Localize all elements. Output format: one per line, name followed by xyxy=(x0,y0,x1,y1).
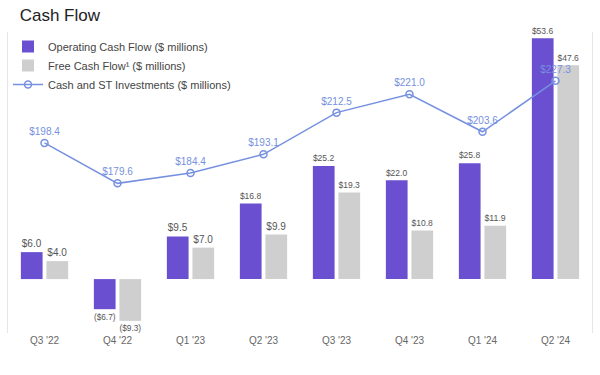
svg-text:$203.6: $203.6 xyxy=(467,115,498,126)
svg-text:$193.1: $193.1 xyxy=(248,137,279,148)
svg-text:Q3 '22: Q3 '22 xyxy=(30,335,60,346)
svg-text:Q4 '22: Q4 '22 xyxy=(103,335,133,346)
svg-text:Q2 '23: Q2 '23 xyxy=(249,335,279,346)
svg-text:$11.9: $11.9 xyxy=(484,213,505,223)
svg-text:$221.0: $221.0 xyxy=(394,77,425,88)
svg-text:$9.9: $9.9 xyxy=(266,221,286,232)
svg-text:($6.7): ($6.7) xyxy=(94,312,116,322)
svg-text:$19.3: $19.3 xyxy=(338,180,360,190)
svg-text:$212.5: $212.5 xyxy=(321,96,352,107)
svg-text:Q1 '24: Q1 '24 xyxy=(468,335,498,346)
svg-text:Operating Cash Flow ($ million: Operating Cash Flow ($ millions) xyxy=(48,41,208,53)
svg-text:$227.3: $227.3 xyxy=(540,64,571,75)
svg-text:$47.6: $47.6 xyxy=(557,53,579,63)
svg-text:Free Cash Flow¹ ($ millions): Free Cash Flow¹ ($ millions) xyxy=(48,60,186,72)
svg-text:Cash and ST Investments ($ mil: Cash and ST Investments ($ millions) xyxy=(48,79,231,91)
svg-text:$22.0: $22.0 xyxy=(386,168,408,178)
svg-text:Q4 '23: Q4 '23 xyxy=(395,335,425,346)
svg-text:$198.4: $198.4 xyxy=(29,126,60,137)
svg-text:$6.0: $6.0 xyxy=(22,238,42,249)
svg-text:$25.8: $25.8 xyxy=(459,150,481,160)
svg-text:$53.6: $53.6 xyxy=(532,26,554,36)
svg-text:$184.4: $184.4 xyxy=(175,156,206,167)
svg-text:$25.2: $25.2 xyxy=(313,153,335,163)
svg-text:Q2 '24: Q2 '24 xyxy=(541,335,571,346)
svg-text:Q1 '23: Q1 '23 xyxy=(176,335,206,346)
svg-text:Cash Flow: Cash Flow xyxy=(20,6,101,25)
svg-text:$9.5: $9.5 xyxy=(168,222,188,233)
svg-text:$10.8: $10.8 xyxy=(411,218,433,228)
svg-text:$179.6: $179.6 xyxy=(102,166,133,177)
svg-text:$16.8: $16.8 xyxy=(240,191,262,201)
svg-text:$4.0: $4.0 xyxy=(47,247,67,258)
svg-text:Q3 '23: Q3 '23 xyxy=(322,335,352,346)
svg-text:($9.3): ($9.3) xyxy=(119,323,141,333)
svg-text:$7.0: $7.0 xyxy=(193,234,213,245)
